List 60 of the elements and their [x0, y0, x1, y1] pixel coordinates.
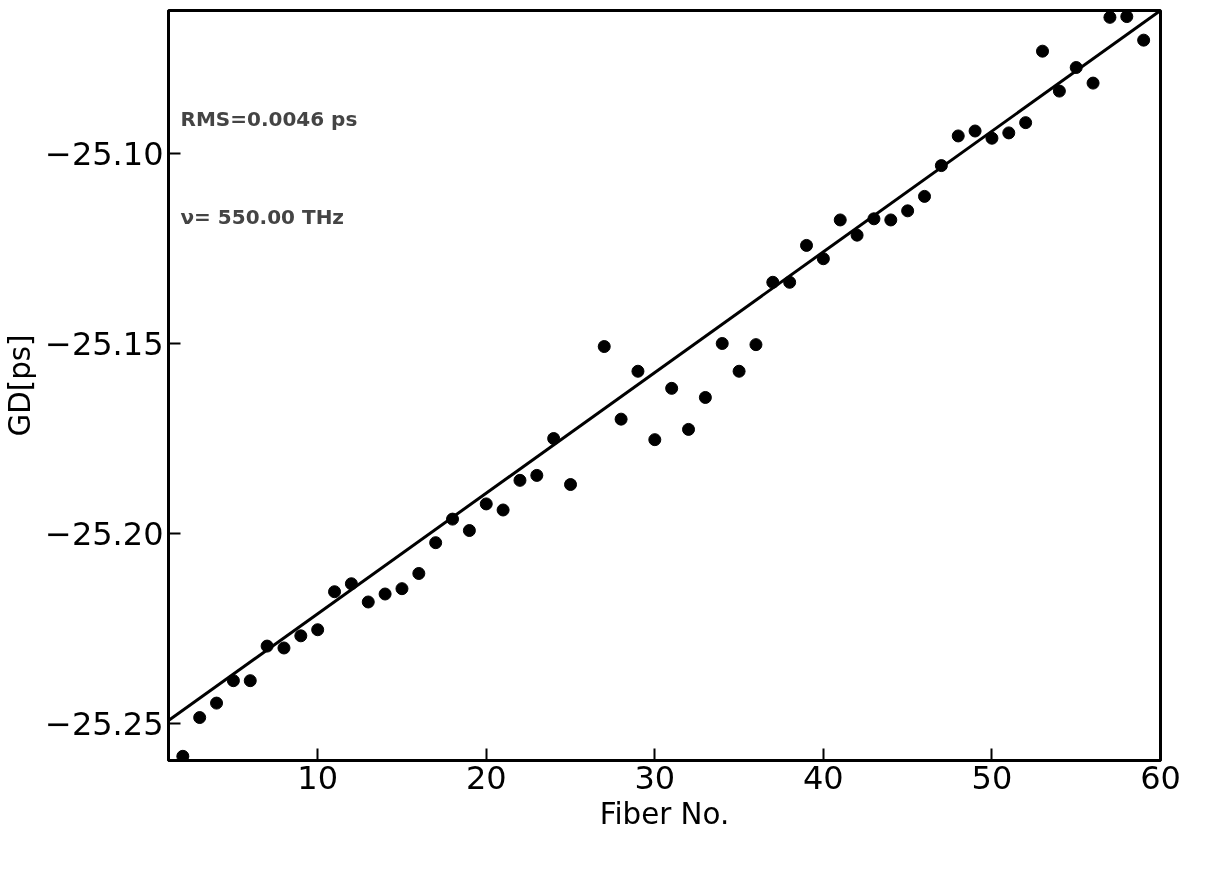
y-axis-title: GD[ps] [3, 334, 38, 437]
point [682, 422, 696, 436]
point [968, 124, 982, 138]
point [1137, 33, 1151, 47]
point [985, 131, 999, 145]
x-tick-label: 50 [971, 758, 1013, 797]
x-tick-label: 30 [634, 758, 676, 797]
point [1120, 10, 1134, 24]
point [1019, 116, 1033, 130]
point [496, 503, 510, 517]
point [1052, 84, 1066, 98]
point [243, 674, 257, 688]
annotation: ν= 550.00 THz [180, 204, 345, 229]
point [884, 213, 898, 227]
annotation: RMS=0.0046 ps [180, 107, 358, 132]
point [277, 641, 291, 655]
point [614, 412, 628, 426]
point [749, 338, 763, 352]
point [210, 696, 224, 710]
point [395, 582, 409, 596]
y-tick-label: −25.20 [45, 515, 164, 554]
point [833, 213, 847, 227]
point [631, 364, 645, 378]
point [648, 433, 662, 447]
point [530, 468, 544, 482]
point [328, 585, 342, 599]
point [597, 340, 611, 354]
point [1002, 126, 1016, 140]
point [951, 129, 965, 143]
point [311, 623, 325, 637]
point [462, 524, 476, 538]
x-tick-label: 20 [465, 758, 507, 797]
point [732, 364, 746, 378]
point [698, 390, 712, 404]
point [412, 566, 426, 580]
point [429, 536, 443, 550]
x-axis-title: Fiber No. [599, 796, 730, 831]
point [901, 204, 915, 218]
point [918, 189, 932, 203]
y-tick-label: −25.25 [45, 705, 164, 744]
point [361, 595, 375, 609]
point [479, 497, 493, 511]
point [1086, 76, 1100, 90]
y-tick-label: −25.15 [45, 325, 164, 363]
point [193, 711, 207, 725]
x-tick-label: 60 [1140, 758, 1181, 797]
point [294, 629, 308, 643]
point [665, 381, 679, 395]
x-tick-label: 40 [803, 758, 844, 797]
point [1103, 10, 1117, 24]
point [564, 478, 578, 492]
point [800, 238, 814, 252]
point [513, 473, 527, 487]
point [715, 337, 729, 350]
point [1036, 44, 1050, 58]
point [176, 749, 190, 761]
x-tick-label: 10 [297, 758, 339, 797]
point [378, 587, 392, 601]
y-tick-label: −25.10 [45, 134, 164, 173]
point [850, 228, 864, 242]
